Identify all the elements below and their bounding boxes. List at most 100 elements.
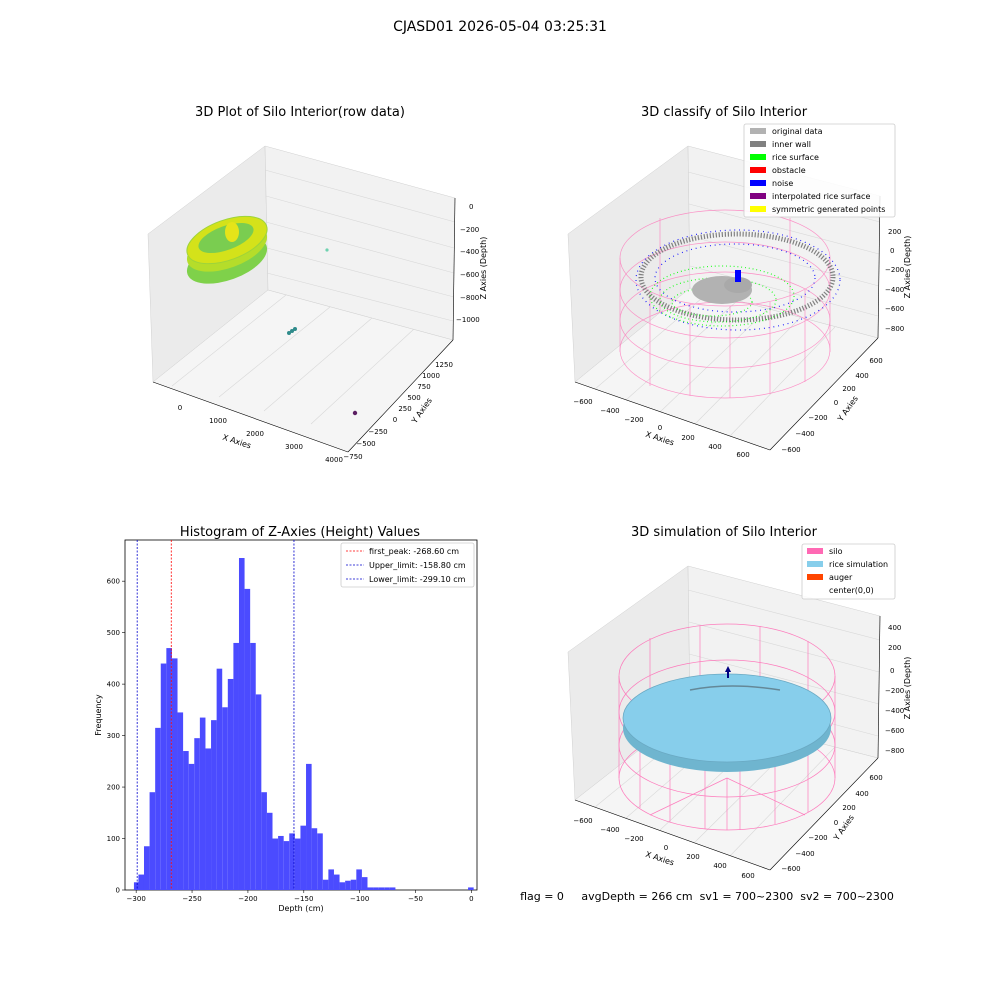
raw-z-tick: 0 (469, 203, 473, 211)
histogram-bar (183, 751, 189, 890)
histogram-bar (216, 668, 223, 890)
classify-z-tick: 200 (888, 228, 901, 236)
raw-x-tick: 1000 (209, 417, 227, 425)
classify-y-tick-labels: 600 400 200 0 −200 −400 −600 (781, 357, 882, 454)
raw-z-tick: −400 (460, 248, 479, 256)
simulation-x-tick: −400 (600, 826, 619, 834)
classify-y-tick: 0 (834, 399, 838, 407)
raw-z-tick-labels: 0 −200 −400 −600 −800 −1000 (456, 203, 480, 324)
legend-label-obstacle: obstacle (772, 166, 806, 175)
simulation-y-tick: 200 (842, 804, 855, 812)
classify-x-tick-labels: −600 −400 −200 0 200 400 600 (573, 398, 749, 459)
simulation-z-tick: −200 (885, 687, 904, 695)
status-text: flag = 0 avgDepth = 266 cm sv1 = 700~230… (520, 890, 894, 903)
histogram-bar (166, 648, 172, 890)
histogram-bar (373, 887, 379, 890)
raw-z-tick: −600 (460, 271, 479, 279)
histogram-bar (149, 792, 156, 890)
legend-swatch-noise (750, 180, 766, 186)
raw-z-label: Z Axies (Depth) (479, 237, 488, 300)
histogram-x-tick-label: −50 (408, 895, 423, 903)
legend-label-silo: silo (829, 547, 843, 556)
legend-label-interpolated-rice-surface: interpolated rice surface (772, 192, 870, 201)
histogram-bar (138, 874, 144, 890)
raw-point-cloud (186, 215, 358, 416)
histogram-x-tick-label: −200 (238, 895, 257, 903)
simulation-panel: 3D simulation of Silo Interior (520, 525, 912, 903)
histogram-bar (306, 763, 312, 890)
histogram-bar (255, 694, 262, 890)
simulation-x-tick: −200 (624, 835, 643, 843)
histogram-bar (468, 887, 474, 890)
simulation-z-tick: −400 (885, 707, 904, 715)
simulation-x-tick: −600 (573, 817, 592, 825)
classify-panel-title: 3D classify of Silo Interior (641, 105, 808, 120)
histogram-bar (389, 887, 396, 890)
simulation-z-tick: −800 (885, 747, 904, 755)
classify-y-tick: −200 (808, 414, 827, 422)
classify-noise-points (635, 229, 841, 331)
legend-swatch-center (807, 587, 823, 593)
histogram-reference-lines (136, 540, 295, 890)
raw-y-tick: 750 (417, 383, 430, 391)
histogram-bar (188, 763, 195, 890)
histogram-x-label: Depth (cm) (278, 904, 323, 913)
histogram-bar (238, 558, 245, 890)
simulation-legend: silo rice simulation auger center(0,0) (801, 543, 896, 600)
histogram-y-tick-label: 500 (107, 629, 120, 637)
raw-y-tick: −500 (356, 440, 375, 448)
raw-y-tick: 0 (393, 416, 397, 424)
histogram-bar (283, 841, 290, 890)
histogram-bar (384, 887, 390, 890)
histogram-bar (339, 882, 346, 890)
histogram-x-tick-label: −300 (127, 895, 146, 903)
raw-y-tick: 500 (407, 394, 420, 402)
histogram-bar (294, 838, 301, 890)
histogram-x-ticks: −300 −250 −200 −150 −100 −50 0 (127, 890, 474, 903)
simulation-z-tick-labels: 400 200 0 −200 −400 −600 −800 (885, 624, 904, 755)
legend-swatch-original-data (750, 128, 766, 134)
histogram-bar (205, 748, 212, 890)
legend-label-rice-surface: rice surface (772, 153, 819, 162)
histogram-bar (222, 707, 228, 890)
classify-x-tick: −200 (624, 416, 643, 424)
simulation-x-label: X Axies (644, 850, 675, 868)
simulation-x-tick: 400 (713, 862, 726, 870)
classify-y-tick: 600 (869, 357, 882, 365)
raw-y-tick-labels: 1250 1000 750 500 250 0 −250 −500 −750 (343, 361, 453, 461)
classify-y-tick: 200 (842, 385, 855, 393)
histogram-x-tick-label: −100 (350, 895, 369, 903)
histogram-bar (261, 792, 267, 890)
raw-x-tick-labels: 0 1000 2000 3000 4000 (178, 404, 343, 464)
histogram-bar (199, 717, 206, 890)
histogram-bar (244, 588, 251, 890)
histogram-title: Histogram of Z-Axies (Height) Values (180, 525, 420, 540)
histogram-bar (177, 712, 184, 890)
classify-z-tick: −400 (885, 286, 904, 294)
simulation-z-tick: 200 (888, 644, 901, 652)
simulation-y-label: Y Axies (831, 813, 856, 843)
classify-panel: 3D classify of Silo Interior (567, 105, 912, 459)
raw-panel: 3D Plot of Silo Interior(row data) 0 (147, 105, 488, 464)
histogram-bar (361, 877, 368, 890)
histogram-bar (289, 833, 295, 890)
legend-label-first-peak: first_peak: -268.60 cm (369, 547, 459, 556)
classify-x-tick: 400 (708, 443, 721, 451)
raw-y-tick: −250 (368, 428, 387, 436)
legend-swatch-obstacle (750, 167, 766, 173)
histogram-x-tick-label: −150 (294, 895, 313, 903)
histogram-bar (317, 833, 323, 890)
classify-y-tick: 400 (855, 372, 868, 380)
legend-label-upper-limit: Upper_limit: -158.80 cm (369, 561, 466, 570)
histogram-bar (300, 825, 307, 890)
histogram-y-tick-label: 200 (107, 784, 120, 792)
legend-label-symmetric-points: symmetric generated points (772, 205, 885, 214)
simulation-y-tick: 400 (855, 790, 868, 798)
simulation-z-label: Z Axies (Depth) (903, 657, 912, 720)
histogram-y-tick-label: 400 (107, 681, 120, 689)
histogram-bars (133, 558, 474, 890)
simulation-y-tick: 600 (869, 774, 882, 782)
classify-legend: original data inner wall rice surface ob… (743, 123, 896, 218)
histogram-y-tick-label: 600 (107, 578, 120, 586)
